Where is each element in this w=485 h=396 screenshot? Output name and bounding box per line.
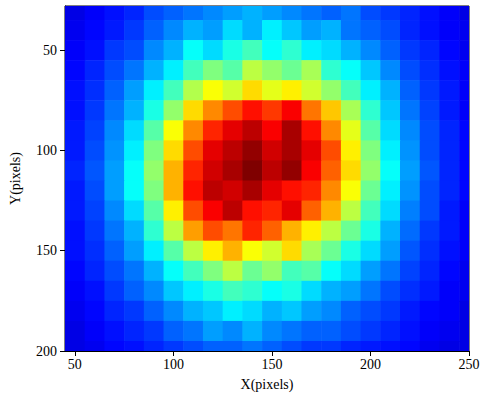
svg-text:150: 150 [261, 357, 282, 372]
svg-text:200: 200 [360, 357, 381, 372]
svg-text:150: 150 [36, 243, 57, 258]
svg-text:50: 50 [68, 357, 82, 372]
svg-text:50: 50 [43, 43, 57, 58]
svg-text:100: 100 [36, 143, 57, 158]
svg-text:X(pixels): X(pixels) [241, 377, 294, 393]
svg-text:250: 250 [459, 357, 480, 372]
svg-text:Y(pixels): Y(pixels) [8, 152, 24, 205]
svg-text:100: 100 [163, 357, 184, 372]
svg-text:200: 200 [36, 344, 57, 359]
